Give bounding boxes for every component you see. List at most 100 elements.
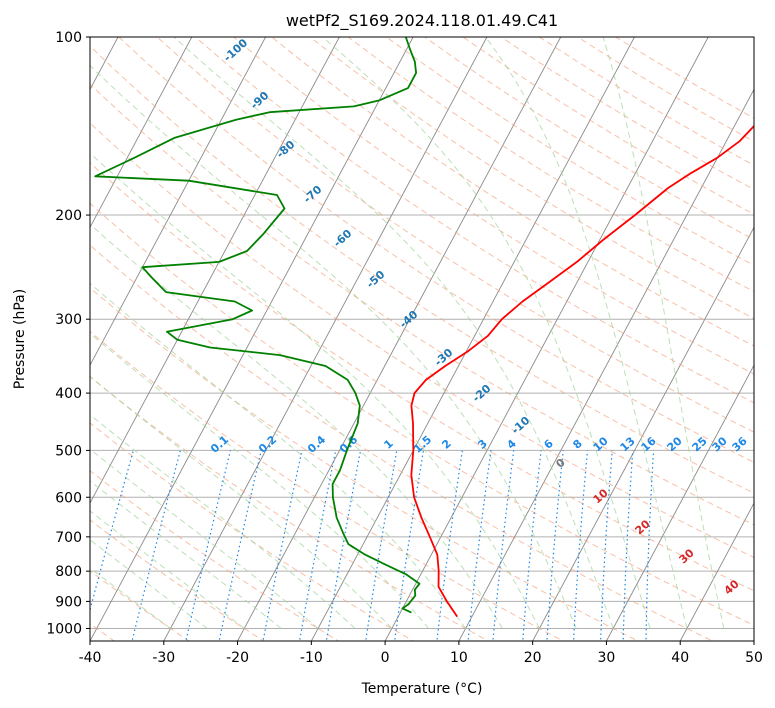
dry-adiabat [385,37,754,266]
moist-adiabat-label: 0 [553,456,568,471]
isotherm [163,37,488,641]
isotherms [90,37,754,641]
y-tick-label: 400 [55,386,82,402]
plot-area: -100-90-80-70-60-50-40-30-20-100.1 0.2 0.4… [90,37,754,641]
dry-adiabat [156,37,754,433]
moist-adiabats [90,37,725,629]
x-tick-label: -40 [79,650,102,666]
moist-adiabat-label: 40 [722,577,742,597]
mixing-ratio-label: 0.1 [208,433,231,456]
dry-adiabat [90,202,754,626]
mixing-ratio-line [325,450,362,641]
dry-adiabat [423,37,754,241]
mixing-ratio-line [546,450,564,641]
y-tick-label: 300 [55,312,82,328]
dry-adiabat [90,162,754,592]
dry-adiabat [194,37,754,404]
dry-adiabat [271,37,754,347]
x-axis-ticks: -40 -30 -20 -10 0 10 20 30 40 50 [79,641,763,666]
x-tick-label: 30 [598,650,616,666]
isotherm [532,226,754,641]
dry-adiabat-label: -10 [509,414,533,437]
isotherm [90,37,193,229]
dry-adiabat [90,244,714,641]
chart-title: wetPf2_S169.2024.118.01.49.C41 [286,11,558,31]
dry-adiabat [309,37,754,320]
moist-adiabat [90,223,503,629]
moist-adiabat [90,414,356,629]
mixing-ratio-label: 0.2 [256,433,279,456]
y-tick-label: 200 [55,208,82,224]
y-tick-label: 900 [55,594,82,610]
dry-adiabat [500,37,754,191]
dry-adiabat-label: -20 [470,382,494,405]
mixing-ratio-lines [90,450,655,641]
isotherm [310,37,635,641]
moist-adiabat [90,567,171,629]
dry-adiabat [90,375,490,641]
moist-adiabat-label: 30 [677,546,697,566]
isotherm [90,37,266,367]
moist-adiabat-label: 20 [633,517,653,537]
moist-adiabat [90,375,393,629]
mixing-ratio-label: 1 [381,437,395,452]
x-tick-label: 20 [524,650,542,666]
x-axis-label: Temperature (°C) [361,681,483,697]
dry-adiabat-label: -30 [432,346,456,369]
mixing-ratio-label: 8 [570,437,584,452]
mixing-ratio-line [522,450,542,641]
isotherm [679,502,754,641]
y-tick-label: 1000 [46,621,82,637]
moist-adiabat [484,37,688,629]
y-tick-label: 500 [55,443,82,459]
dewpoint-line [94,37,421,614]
isotherm [384,37,709,641]
y-tick-label: 100 [55,30,82,46]
dry-adiabat [538,37,754,166]
dry-adiabat [90,45,754,494]
dry-adiabat [90,122,754,559]
dry-adiabat-label: -40 [397,308,421,331]
dry-adiabat [90,287,639,641]
x-tick-label: -10 [300,650,323,666]
moist-adiabat [90,448,319,629]
x-tick-label: 50 [745,650,763,666]
x-tick-label: 0 [381,650,390,666]
dry-adiabat [90,330,565,641]
y-tick-label: 600 [55,490,82,506]
mixing-ratio-line [298,450,337,641]
y-tick-label: 700 [55,530,82,546]
dry-adiabat-label: -70 [301,183,325,206]
dry-adiabat [90,83,754,526]
moist-adiabat [90,539,208,629]
plot-frame [89,36,755,642]
dry-adiabat [90,570,190,641]
x-tick-label: 40 [671,650,689,666]
mixing-ratio-line [365,450,398,641]
isotherm [458,88,754,641]
moist-adiabat [90,152,540,629]
mixing-ratio-line [599,450,613,641]
moist-adiabat [321,37,651,629]
mixing-ratio-line [492,450,515,641]
profile-series [94,37,754,618]
mixing-ratio-line [90,450,134,613]
moist-adiabat [90,282,466,629]
mixing-ratio-label: 30 [710,434,730,454]
line-labels: -100-90-80-70-60-50-40-30-20-100.1 0.2 0.4… [208,37,750,597]
y-axis-label: Pressure (hPa) [12,289,28,389]
dry-adiabat [90,422,415,641]
mixing-ratio-line [436,450,463,641]
mixing-ratio-label: 4 [504,437,519,452]
moist-adiabat [173,37,614,629]
mixing-ratio-line [645,450,655,641]
isotherm [753,640,754,641]
moist-adiabat [602,37,725,629]
mixing-ratio-label: 13 [618,434,638,454]
dry-adiabat-label: -60 [331,227,355,250]
mixing-ratio-label: 10 [591,434,611,454]
x-tick-label: -30 [152,650,175,666]
dry-adiabat [576,37,754,143]
mixing-ratio-line [185,450,231,641]
mixing-ratio-label: 20 [665,434,685,454]
